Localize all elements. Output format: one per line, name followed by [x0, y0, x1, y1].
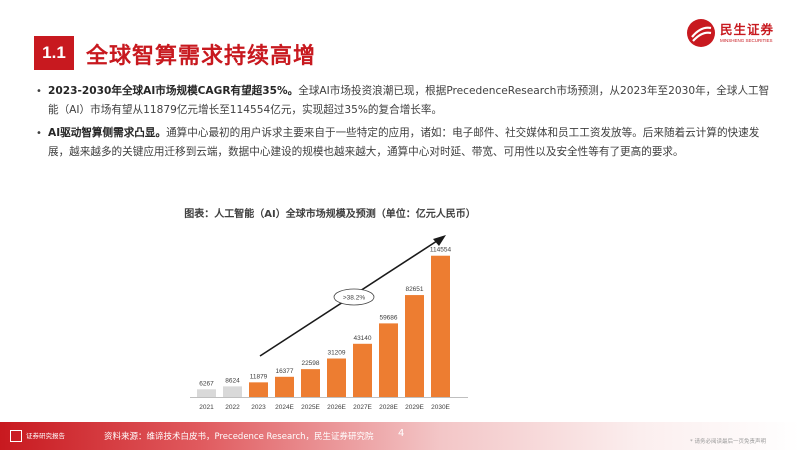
bullet-text: 通算中心最初的用户诉求主要来自于一些特定的应用，诸如：电子邮件、社交媒体和员工工…: [48, 127, 760, 158]
data-label: 31209: [327, 350, 345, 357]
page-number: 4: [398, 428, 405, 439]
logo-name: 民生证券: [720, 21, 775, 37]
bar: [353, 343, 372, 397]
bullet-list: • 2023-2030年全球AI市场规模CAGR有望超35%。全球AI市场投资浪…: [36, 82, 776, 166]
bullet-dot-icon: •: [36, 128, 42, 139]
data-label: 22598: [301, 360, 319, 367]
data-label: 114554: [430, 247, 452, 254]
bar: [431, 255, 450, 397]
x-tick-label: 2023: [251, 404, 266, 411]
bar: [327, 358, 346, 397]
bar: [301, 369, 320, 397]
bar: [405, 295, 424, 397]
footer-brand: 证券研究报告: [26, 432, 65, 440]
company-logo: 民生证券 MINSHENG SECURITIES: [686, 18, 774, 48]
x-tick-label: 2028E: [379, 404, 398, 411]
logo-subtitle: MINSHENG SECURITIES: [720, 37, 773, 43]
data-label: 6267: [199, 380, 214, 387]
bullet-dot-icon: •: [36, 86, 42, 97]
bullet-text: 全球AI市场投资浪潮已现，根据PrecedenceResearch市场预测，从2…: [48, 85, 770, 116]
data-label: 8624: [225, 377, 240, 384]
x-tick-label: 2030E: [431, 404, 450, 411]
minsheng-logo-icon: [687, 19, 715, 47]
growth-arrow-head-icon: [433, 235, 446, 246]
data-label: 16377: [275, 368, 293, 375]
cagr-ellipse: [333, 288, 375, 306]
bar: [379, 323, 398, 397]
footer-disclaimer: * 请务必阅读最后一页免责声明: [690, 439, 766, 445]
section-number: 1.1: [34, 36, 74, 70]
bar: [197, 389, 216, 397]
bullet-item: • 2023-2030年全球AI市场规模CAGR有望超35%。全球AI市场投资浪…: [36, 82, 776, 120]
bullet-heading: 2023-2030年全球AI市场规模CAGR有望超35%。: [48, 85, 299, 97]
x-tick-label: 2027E: [353, 404, 372, 411]
bar: [275, 376, 294, 397]
bullet-heading: AI驱动智算侧需求凸显。: [48, 127, 167, 139]
footer-source: 资料来源：维谛技术白皮书，Precedence Research，民生证券研究院: [104, 432, 374, 442]
x-tick-label: 2022: [225, 404, 240, 411]
x-tick-label: 2021: [199, 404, 214, 411]
data-label: 11879: [250, 373, 268, 380]
bar: [223, 386, 242, 397]
report-icon: [10, 430, 22, 442]
data-label: 59686: [379, 314, 397, 321]
x-tick-label: 2025E: [301, 404, 320, 411]
x-tick-label: 2026E: [327, 404, 346, 411]
x-tick-label: 2029E: [405, 404, 424, 411]
chart-title: 图表：人工智能（AI）全球市场规模及预测（单位：亿元人民币）: [184, 209, 476, 220]
cagr-annotation: >38.2%: [343, 295, 365, 302]
footer-band: [0, 422, 800, 450]
x-tick-label: 2024E: [275, 404, 294, 411]
bar: [249, 382, 268, 397]
bullet-item: • AI驱动智算侧需求凸显。通算中心最初的用户诉求主要来自于一些特定的应用，诸如…: [36, 124, 776, 162]
page-title: 全球智算需求持续高增: [86, 44, 317, 69]
data-label: 82651: [405, 286, 423, 293]
data-label: 43140: [353, 335, 371, 342]
